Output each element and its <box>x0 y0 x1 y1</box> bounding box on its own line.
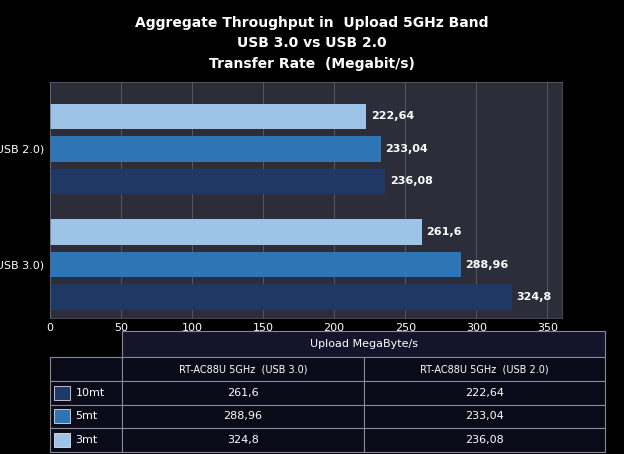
Text: 236,08: 236,08 <box>390 176 432 186</box>
Text: 324,8: 324,8 <box>516 292 551 302</box>
Text: 288,96: 288,96 <box>465 260 508 270</box>
Bar <box>50 252 461 277</box>
Text: 10mt: 10mt <box>76 388 105 398</box>
Text: 288,96: 288,96 <box>223 411 263 421</box>
Bar <box>50 381 122 405</box>
Text: 324,8: 324,8 <box>227 435 259 445</box>
Text: 233,04: 233,04 <box>465 411 504 421</box>
Text: RT-AC88U 5GHz  (USB 2.0): RT-AC88U 5GHz (USB 2.0) <box>420 364 548 374</box>
Bar <box>50 428 122 452</box>
Bar <box>50 357 122 381</box>
Text: Aggregate Throughput in  Upload 5GHz Band: Aggregate Throughput in Upload 5GHz Band <box>135 16 489 30</box>
Bar <box>364 405 605 428</box>
Bar <box>364 357 605 381</box>
Bar <box>364 428 605 452</box>
Text: Upload MegaByte/s: Upload MegaByte/s <box>310 340 417 350</box>
Bar <box>50 168 386 194</box>
Text: 222,64: 222,64 <box>465 388 504 398</box>
Bar <box>50 405 122 428</box>
Text: 5mt: 5mt <box>76 411 98 421</box>
Text: Transfer Rate  (Megabit/s): Transfer Rate (Megabit/s) <box>209 57 415 71</box>
Bar <box>54 433 70 447</box>
Bar <box>122 428 364 452</box>
Text: 261,6: 261,6 <box>227 388 259 398</box>
Bar <box>54 386 70 400</box>
Bar <box>54 410 70 424</box>
Text: USB 3.0 vs USB 2.0: USB 3.0 vs USB 2.0 <box>237 36 387 50</box>
Bar <box>122 381 364 405</box>
Bar <box>122 405 364 428</box>
Text: 236,08: 236,08 <box>465 435 504 445</box>
Bar <box>364 381 605 405</box>
Bar <box>50 136 381 162</box>
Bar <box>50 219 422 245</box>
Text: 3mt: 3mt <box>76 435 98 445</box>
Text: RT-AC88U 5GHz  (USB 3.0): RT-AC88U 5GHz (USB 3.0) <box>178 364 307 374</box>
Text: 233,04: 233,04 <box>386 144 428 154</box>
Bar <box>122 331 605 357</box>
Text: 222,64: 222,64 <box>371 111 414 121</box>
Text: 261,6: 261,6 <box>426 227 462 237</box>
Bar <box>122 357 364 381</box>
Bar <box>50 284 512 310</box>
Bar <box>50 104 366 129</box>
